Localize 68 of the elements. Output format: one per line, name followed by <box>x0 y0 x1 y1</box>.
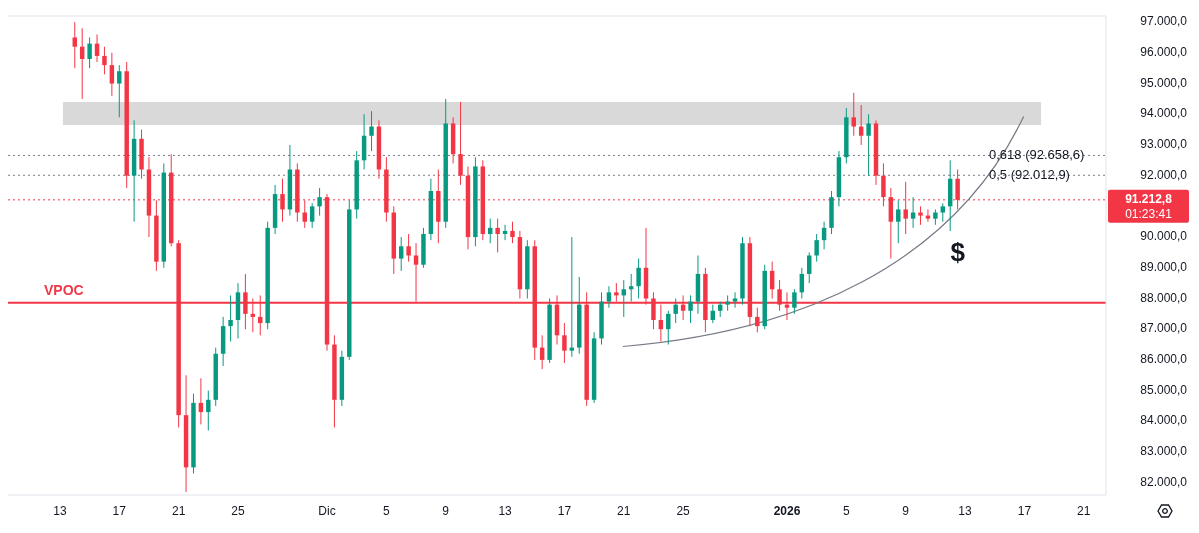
candlestick <box>109 52 115 97</box>
candlestick <box>792 288 797 315</box>
ref-line-label: 0,5 (92.012,9) <box>989 166 1070 182</box>
candlestick <box>918 205 923 226</box>
x-tick-label: 21 <box>1077 504 1091 518</box>
x-tick-label: 9 <box>442 504 450 518</box>
y-tick-label: 83.000,0 <box>1140 444 1188 459</box>
candlestick <box>309 202 315 229</box>
x-tick-label: 17 <box>557 504 572 518</box>
x-tick-label: 17 <box>112 504 127 518</box>
candlestick <box>510 221 515 244</box>
x-tick-label: 25 <box>676 504 691 518</box>
candlestick <box>117 64 122 118</box>
y-tick-label: 90.000,0 <box>1140 229 1188 244</box>
y-tick-label: 97.000,0 <box>1140 14 1188 29</box>
x-tick-label: 9 <box>902 504 910 518</box>
x-tick-label: 5 <box>383 504 391 518</box>
candlestick <box>732 291 738 309</box>
candlestick <box>851 92 856 137</box>
candlestick <box>666 310 671 346</box>
x-tick-label: Dic <box>318 504 336 518</box>
candlestick <box>673 297 678 324</box>
candlestick <box>458 101 463 186</box>
candlestick <box>896 199 901 244</box>
y-tick-label: 94.000,0 <box>1140 106 1188 121</box>
y-tick-label: 89.000,0 <box>1140 259 1188 274</box>
ref-line-label: 0,618 (92.658,6) <box>989 146 1085 162</box>
candlestick <box>866 113 871 177</box>
y-tick-label: 96.000,0 <box>1140 45 1188 60</box>
candlestick <box>636 258 641 299</box>
candlestick <box>228 294 233 342</box>
x-tick-label: 5 <box>842 504 850 518</box>
candlestick <box>398 236 404 272</box>
candlestick <box>72 21 77 69</box>
candlestick <box>206 390 211 432</box>
candlestick <box>940 202 946 223</box>
candlestick <box>87 36 92 69</box>
y-tick-label: 84.000,0 <box>1140 413 1188 428</box>
x-tick-label: 13 <box>958 504 973 518</box>
y-tick-label: 93.000,0 <box>1140 137 1188 152</box>
candlestick <box>562 322 567 364</box>
y-tick-label: 82.000,0 <box>1140 474 1188 489</box>
x-tick-label: 2026 <box>773 504 801 518</box>
candlestick <box>317 187 322 217</box>
x-tick-label: 17 <box>1017 504 1032 518</box>
y-tick-label: 85.000,0 <box>1140 382 1188 397</box>
y-tick-label: 86.000,0 <box>1140 352 1188 367</box>
x-tick-label: 25 <box>231 504 245 518</box>
text: 01:23:41 <box>1125 207 1173 222</box>
ref-line-label: 91.212,8 <box>1125 192 1173 207</box>
candlestick <box>755 307 760 333</box>
y-tick-label: 92.000,0 <box>1140 167 1188 182</box>
x-tick-label: 13 <box>498 504 513 518</box>
candlestick <box>102 46 107 75</box>
y-tick-label: 87.000,0 <box>1140 321 1188 336</box>
x-tick-label: 21 <box>617 504 631 518</box>
x-tick-label: 13 <box>53 504 67 518</box>
candlestick <box>495 218 500 253</box>
annotation: $ <box>950 237 966 268</box>
ref-line-label: VPOC <box>44 281 84 298</box>
candlestick <box>814 233 819 263</box>
y-tick-label: 88.000,0 <box>1140 290 1188 305</box>
candlestick <box>606 285 612 309</box>
candlestick <box>688 294 693 324</box>
y-tick-label: 95.000,0 <box>1140 75 1188 90</box>
candlestick <box>369 110 374 152</box>
candlestick <box>406 233 411 263</box>
x-tick-label: 21 <box>171 504 186 518</box>
